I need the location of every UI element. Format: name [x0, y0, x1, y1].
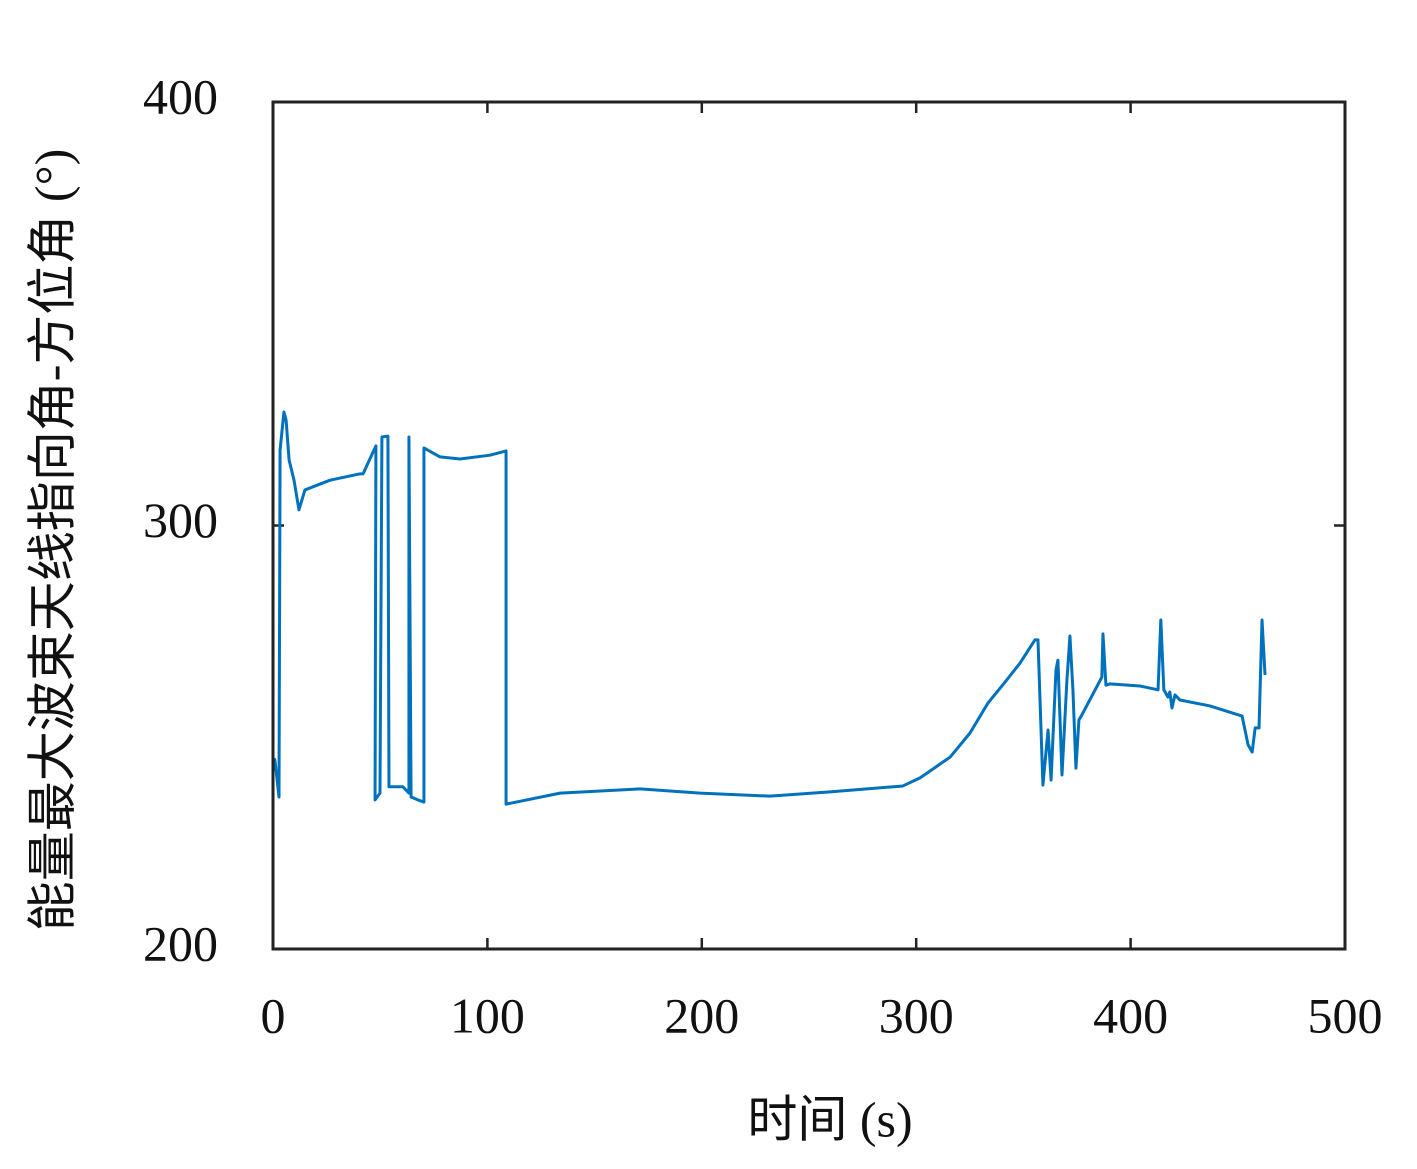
- y-axis-label: 能量最大波束天线指向角-方位角 (°): [24, 149, 80, 931]
- plot-frame: [271, 100, 1347, 951]
- x-tick-label: 300: [879, 987, 954, 1043]
- x-tick-label: 0: [261, 987, 286, 1043]
- x-tick-label: 500: [1308, 987, 1383, 1043]
- y-tick-label: 300: [143, 492, 218, 548]
- x-axis-label: 时间 (s): [747, 1091, 912, 1147]
- y-tick-label: 400: [143, 68, 218, 124]
- data-line: [272, 410, 1267, 806]
- x-tick-label: 200: [664, 987, 739, 1043]
- x-tick-label: 400: [1093, 987, 1168, 1043]
- y-tick-label: 200: [143, 915, 218, 971]
- x-tick-label: 100: [450, 987, 525, 1043]
